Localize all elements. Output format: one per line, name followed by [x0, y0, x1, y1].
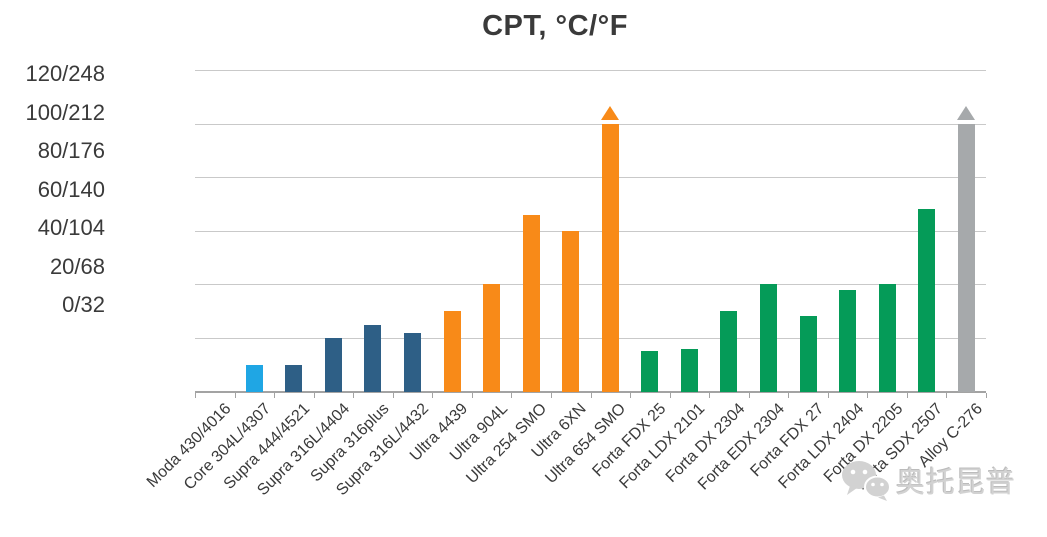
- x-axis-tick: [511, 392, 513, 398]
- y-axis-tick-label: 20/68: [49, 253, 105, 279]
- chart-title: CPT, °C/°F: [482, 10, 628, 42]
- x-axis-tick: [274, 392, 276, 398]
- x-axis-tick: [313, 392, 315, 398]
- bar: [839, 289, 857, 392]
- y-axis-tick-label: 60/140: [37, 176, 105, 202]
- bar: [324, 337, 342, 392]
- bar: [245, 364, 263, 392]
- x-axis-line: [195, 390, 986, 393]
- gridline: [195, 337, 986, 339]
- gridline: [195, 284, 986, 286]
- x-axis-tick: [353, 392, 355, 398]
- watermark-text: 奥托昆普: [896, 467, 1017, 499]
- bar: [364, 324, 382, 392]
- x-axis-tick: [630, 392, 632, 398]
- watermark: 奥托昆普: [840, 458, 1016, 502]
- x-axis-tick: [471, 392, 473, 398]
- bar: [759, 284, 777, 392]
- x-axis-tick: [827, 392, 829, 398]
- gridline: [195, 177, 986, 179]
- bar: [601, 123, 619, 392]
- x-axis-tick: [709, 392, 711, 398]
- bar: [641, 351, 659, 392]
- bar: [522, 214, 540, 392]
- x-axis-tick: [867, 392, 869, 398]
- y-axis-tick-label: 80/176: [37, 138, 105, 163]
- wechat-icon: [842, 461, 891, 501]
- x-axis-tick: [986, 392, 987, 398]
- bar: [404, 332, 422, 392]
- y-axis-tick-label: 0/32: [62, 292, 105, 317]
- x-axis-tick: [590, 392, 592, 398]
- x-axis-tick: [906, 392, 908, 398]
- bar: [918, 209, 936, 392]
- x-axis-tick: [788, 392, 790, 398]
- exceeds-scale-arrow: [957, 105, 976, 120]
- x-axis-tick: [392, 392, 394, 398]
- bar: [483, 284, 501, 392]
- x-axis-tick: [946, 392, 948, 398]
- gridline: [195, 70, 986, 71]
- bar: [680, 348, 698, 392]
- exceeds-scale-arrow: [601, 105, 620, 120]
- y-axis-tick-label: 40/104: [37, 215, 105, 240]
- bar: [878, 284, 896, 392]
- bar: [799, 316, 817, 392]
- y-axis-tick-label: 120/248: [25, 61, 105, 86]
- x-axis-tick: [748, 392, 750, 398]
- x-axis-tick: [234, 392, 236, 398]
- x-axis-tick: [432, 392, 434, 398]
- bar: [443, 311, 461, 392]
- y-axis-tick-label: 100/212: [25, 99, 105, 125]
- bar: [720, 311, 738, 392]
- gridline: [195, 230, 986, 232]
- x-axis-tick: [669, 392, 671, 398]
- x-axis-tick: [550, 392, 552, 398]
- bar: [957, 123, 975, 392]
- bar: [562, 230, 580, 392]
- x-axis-tick: [195, 392, 196, 398]
- bar: [285, 364, 303, 392]
- gridline: [195, 123, 986, 125]
